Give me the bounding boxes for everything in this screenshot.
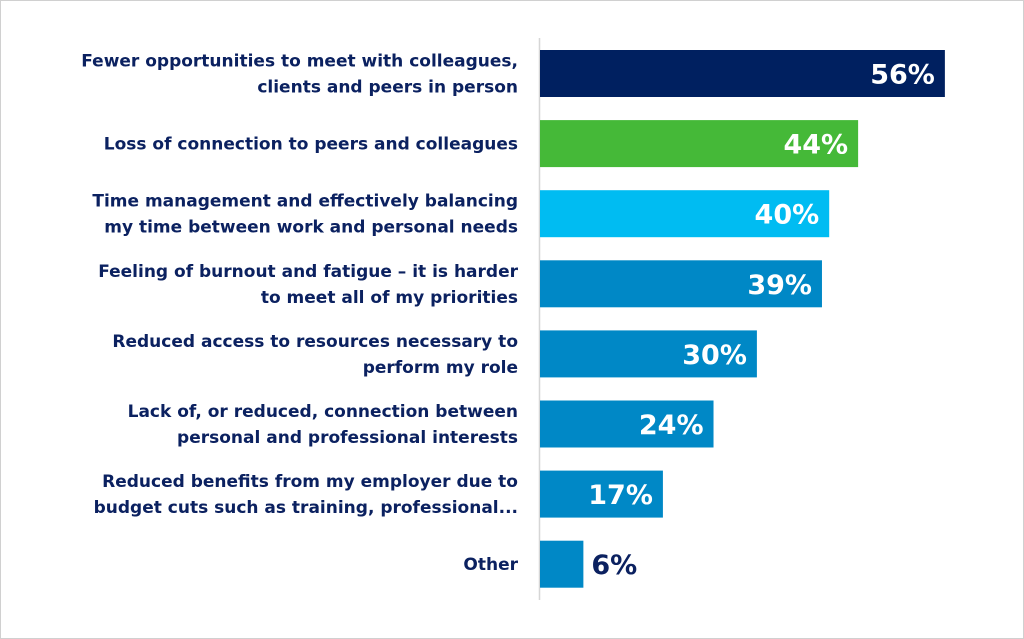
category-label: Other — [463, 555, 518, 575]
category-label: to meet all of my priorities — [261, 288, 518, 308]
category-label: Lack of, or reduced, connection between — [128, 402, 518, 422]
category-label: Fewer opportunities to meet with colleag… — [81, 52, 518, 72]
data-label: 44% — [783, 130, 848, 161]
category-label: my time between work and personal needs — [104, 218, 518, 238]
data-label: 56% — [870, 60, 935, 91]
bar — [540, 400, 714, 448]
category-label: Feeling of burnout and fatigue – it is h… — [98, 262, 518, 282]
category-label: budget cuts such as training, profession… — [94, 498, 518, 518]
bar — [540, 260, 822, 308]
bar — [540, 50, 945, 97]
data-label: 24% — [639, 410, 704, 441]
bar — [540, 540, 584, 588]
data-label: 17% — [588, 480, 653, 511]
category-label: Loss of connection to peers and colleagu… — [104, 135, 518, 155]
category-label: Reduced access to resources necessary to — [112, 332, 518, 352]
bar — [540, 120, 859, 168]
data-label: 6% — [591, 550, 637, 581]
bar — [540, 190, 830, 238]
category-label: clients and peers in person — [257, 78, 518, 98]
bar — [540, 470, 663, 518]
data-label: 40% — [755, 200, 820, 231]
data-label: 30% — [682, 340, 747, 371]
category-label: personal and professional interests — [177, 428, 518, 448]
category-label: perform my role — [363, 358, 518, 378]
data-label: 39% — [747, 270, 812, 301]
category-label: Reduced benefits from my employer due to — [102, 472, 518, 492]
bar — [540, 330, 757, 378]
category-label: Time management and effectively balancin… — [92, 192, 518, 212]
